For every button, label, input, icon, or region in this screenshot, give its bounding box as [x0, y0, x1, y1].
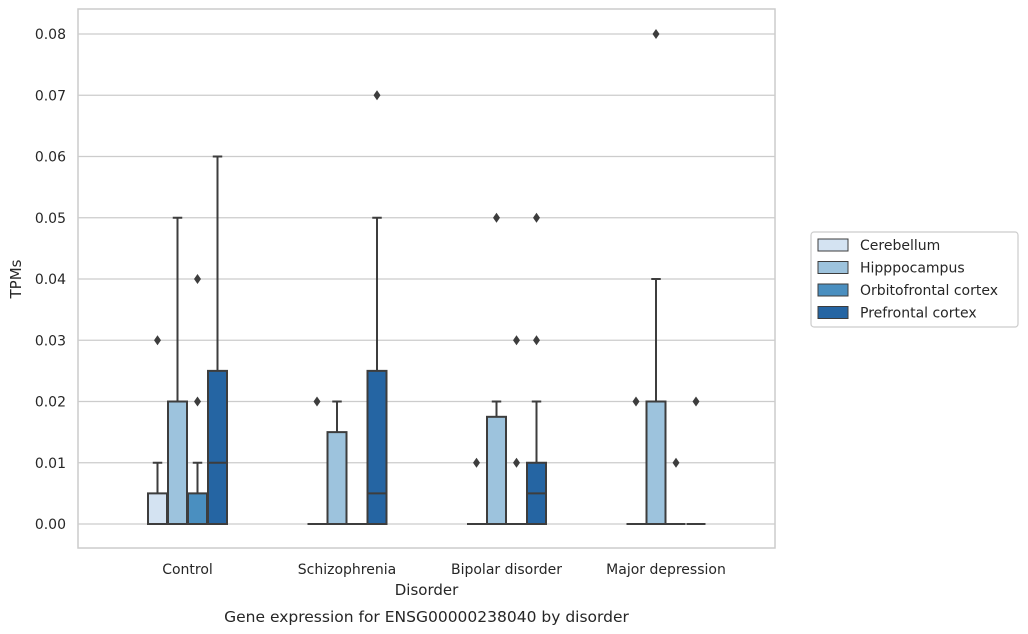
outlier-point: [533, 335, 540, 346]
box-group: [686, 396, 706, 525]
x-tick-label: Bipolar disorder: [451, 562, 562, 578]
box: [167, 400, 188, 525]
box: [486, 415, 507, 525]
y-tick-label: 0.01: [35, 456, 66, 472]
legend-item: Hipppocampus: [817, 261, 965, 277]
box: [147, 492, 168, 525]
box-series: [147, 29, 706, 525]
outlier-point: [692, 396, 700, 407]
box: [326, 431, 348, 525]
legend-item: Orbitofrontal cortex: [817, 283, 998, 299]
series-orbitofrontal-cortex: [187, 274, 686, 525]
box: [645, 400, 667, 525]
y-tick-label: 0.08: [35, 27, 66, 43]
outlier-point: [313, 396, 321, 407]
x-tick-label: Schizophrenia: [298, 562, 396, 578]
series-hipppocampus: [167, 29, 667, 525]
y-tick-label: 0.06: [35, 150, 66, 166]
y-tick-label: 0.07: [35, 88, 66, 104]
legend-swatch: [817, 261, 849, 274]
box-group: [507, 335, 526, 525]
legend-swatch: [817, 306, 849, 319]
chart-caption: Gene expression for ENSG00000238040 by d…: [224, 608, 629, 626]
outlier-point: [652, 29, 660, 39]
outlier-point: [373, 90, 381, 101]
outlier-point: [632, 396, 640, 407]
outlier-point: [194, 396, 201, 407]
y-tick-label: 0.00: [35, 517, 66, 533]
legend-label: Prefrontal cortex: [860, 306, 977, 322]
legend-item: Prefrontal cortex: [817, 306, 977, 322]
box-group: [326, 400, 348, 525]
box-group: [645, 29, 667, 525]
legend-swatch: [817, 283, 849, 297]
series-cerebellum: [147, 335, 646, 525]
y-axis-label: TPMs: [7, 259, 25, 299]
box-group: [526, 212, 547, 525]
box: [366, 369, 388, 525]
box-group: [307, 396, 327, 525]
outlier-point: [493, 212, 500, 223]
box-group: [147, 335, 168, 525]
box-group: [167, 216, 188, 525]
legend-item: Cerebellum: [817, 238, 940, 254]
outlier-point: [513, 457, 520, 468]
outlier-point: [672, 457, 680, 468]
box-group: [626, 396, 646, 525]
legend-label: Orbitofrontal cortex: [860, 283, 998, 299]
legend: Cerebellum Hipppocampus Orbitofrontal cort…: [810, 231, 1019, 328]
box-group: [467, 457, 486, 525]
plot-frame: [77, 8, 776, 549]
box: [187, 492, 208, 525]
outlier-point: [194, 274, 201, 284]
box-group: [187, 274, 208, 525]
y-tick-label: 0.03: [35, 333, 66, 349]
legend-frame: [810, 231, 1019, 328]
y-tick-label: 0.05: [35, 211, 66, 227]
legend-swatch: [817, 238, 849, 252]
x-axis-ticks: Control Schizophrenia Bipolar disorder Majo…: [162, 562, 726, 578]
outlier-point: [533, 212, 540, 223]
outlier-point: [473, 457, 480, 468]
box-group: [207, 155, 228, 525]
outlier-point: [154, 335, 161, 346]
box-group: [366, 90, 388, 525]
x-tick-label: Major depression: [606, 562, 726, 578]
legend-items: Cerebellum Hipppocampus Orbitofrontal cort…: [817, 238, 998, 322]
y-axis-ticks: 0.00 0.01 0.02 0.03 0.04 0.05 0.06 0.07 0.08: [35, 27, 66, 533]
series-prefrontal-cortex: [207, 90, 706, 525]
x-axis-label: Disorder: [395, 581, 459, 599]
legend-label: Hipppocampus: [860, 261, 965, 277]
x-tick-label: Control: [162, 562, 213, 578]
box-group: [486, 212, 507, 525]
legend-label: Cerebellum: [860, 238, 940, 254]
y-tick-label: 0.04: [35, 272, 66, 288]
box-group: [666, 457, 686, 525]
y-tick-label: 0.02: [35, 395, 66, 411]
box: [207, 369, 228, 525]
outlier-point: [513, 335, 520, 346]
